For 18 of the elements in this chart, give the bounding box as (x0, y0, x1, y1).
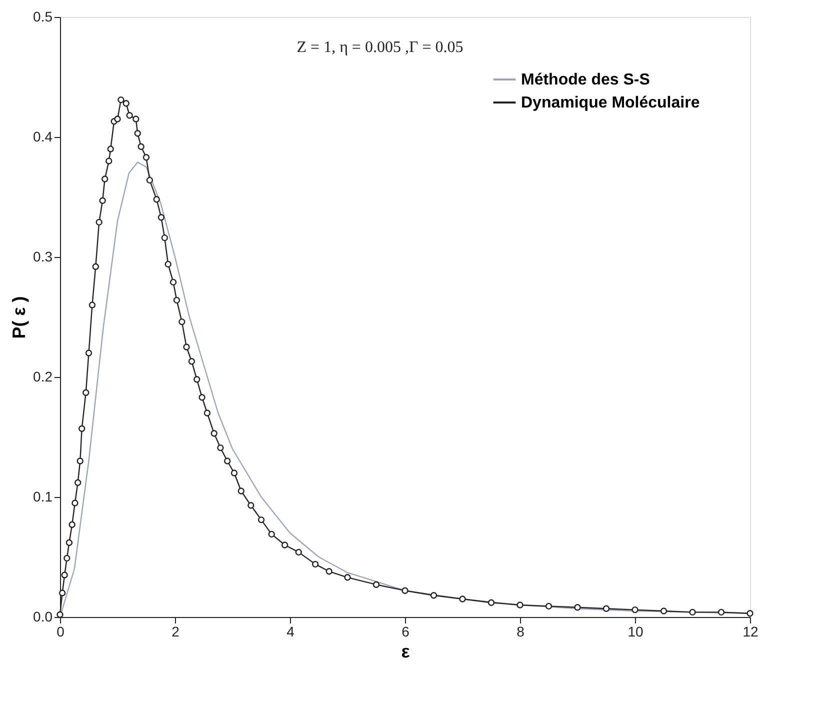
x-tick-label: 2 (172, 624, 180, 640)
x-axis-title: ε (401, 642, 410, 662)
y-tick-label: 0.5 (33, 8, 53, 24)
y-tick-label: 0.3 (33, 248, 53, 264)
x-tick-label: 0 (56, 624, 65, 640)
x-tick-label: 4 (286, 624, 295, 640)
y-tick-label: 0.4 (33, 128, 53, 144)
legend-label: Dynamique Moléculaire (521, 94, 700, 112)
y-tick-label: 0.2 (33, 368, 53, 384)
x-tick-label: 12 (742, 624, 758, 640)
legend-label: Méthode des S-S (521, 72, 650, 88)
y-tick-label: 0.1 (33, 488, 53, 504)
x-tick-label: 10 (628, 624, 644, 640)
x-tick-label: 6 (402, 624, 410, 640)
y-axis-title: P( ε ) (9, 296, 30, 339)
y-tick-label: 0.0 (33, 608, 53, 624)
annotation: Z = 1, η = 0.005 ,Γ = 0.05 (296, 39, 464, 56)
x-tick-label: 8 (516, 624, 525, 640)
